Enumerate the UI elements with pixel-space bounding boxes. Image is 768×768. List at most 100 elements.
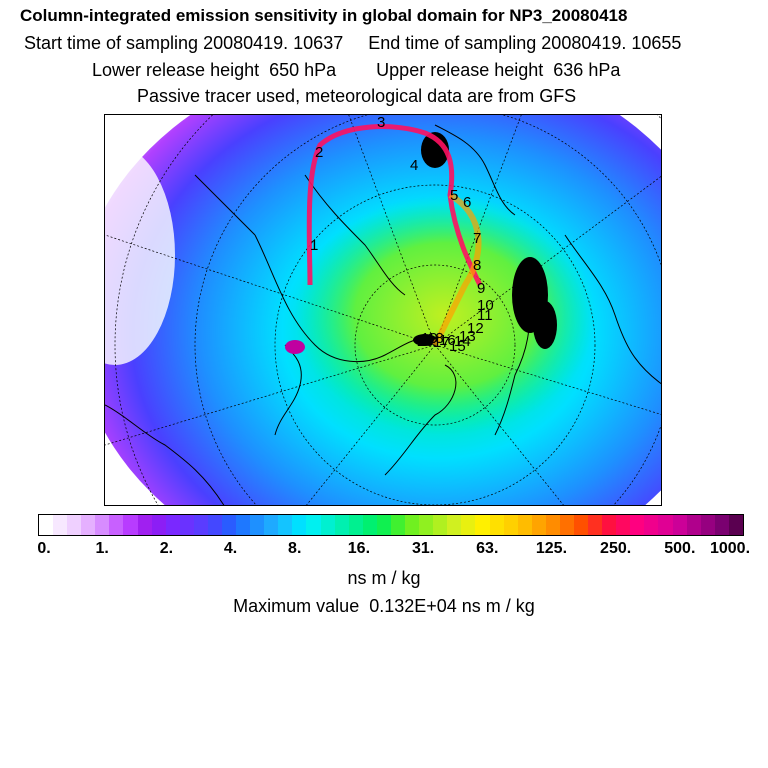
colorbar-segment [686, 515, 701, 535]
track-label: 16 [439, 332, 456, 349]
colorbar-segment [165, 515, 180, 535]
track-label: 15 [449, 338, 466, 355]
colorbar-segment [475, 515, 490, 535]
track-label: 20 [417, 333, 434, 350]
sensitivity-core [295, 195, 595, 435]
plume-arc [432, 192, 482, 347]
colorbar-segment [222, 515, 237, 535]
colorbar-tick-label: 16. [347, 540, 371, 557]
colorbar-segment [109, 515, 124, 535]
colorbar-segment [348, 515, 363, 535]
track-label: 2 [315, 144, 323, 161]
track-label: 4 [410, 157, 418, 174]
colorbar-segment [250, 515, 265, 535]
colorbar-tick-label: 2. [159, 540, 174, 557]
colorbar-segment [81, 515, 96, 535]
colorbar-segment [95, 515, 110, 535]
colorbar-tick-label: 1. [95, 540, 109, 557]
colorbar-segment [419, 515, 434, 535]
tracer-info-line: Passive tracer used, meteorological data… [137, 86, 577, 106]
track-label: 8 [473, 257, 481, 274]
colorbar-segment [672, 515, 687, 535]
colorbar-tick-label: 8. [288, 540, 302, 557]
colorbar-tick-label: 63. [476, 540, 499, 557]
dense-observation-clusters [413, 132, 557, 349]
flight-track [306, 124, 483, 287]
track-label: 5 [450, 187, 458, 204]
sampling-time-line: Start time of sampling 20080419. 10637 E… [24, 33, 682, 53]
track-label: 12 [467, 320, 484, 337]
colorbar-segment [728, 515, 743, 535]
track-label: 9 [477, 280, 485, 297]
colorbar-segment [137, 515, 152, 535]
colorbar-units: ns m / kg [347, 568, 421, 588]
colorbar-segment [123, 515, 138, 535]
colorbar-segment [644, 515, 659, 535]
colorbar-segment [376, 515, 391, 535]
release-height-line: Lower release height 650 hPa Upper relea… [92, 60, 621, 80]
colorbar-tick-label: 31. [411, 540, 435, 557]
track-label: 10 [477, 297, 494, 314]
colorbar-segment [531, 515, 546, 535]
track-label: 17 [433, 334, 450, 351]
colorbar-segment [334, 515, 349, 535]
colorbar-segment [320, 515, 335, 535]
colorbar-segment [390, 515, 406, 535]
source-hotspot [285, 340, 305, 354]
colorbar-tick-label: 0. [37, 540, 51, 557]
maximum-value-text: Maximum value 0.132E+04 ns m / kg [233, 596, 535, 616]
colorbar-segment [179, 515, 194, 535]
colorbar-tick-label: 125. [535, 540, 568, 557]
page-title: Column-integrated emission sensitivity i… [20, 6, 628, 25]
coastlines [105, 124, 661, 505]
colorbar-segment [39, 515, 54, 535]
graticule [105, 115, 661, 505]
colorbar-segment [193, 515, 208, 535]
colorbar-tick-label: 250. [600, 540, 632, 557]
track-label: 1 [310, 237, 318, 254]
colorbar-segment [517, 515, 532, 535]
colorbar-segment [630, 515, 645, 535]
colorbar-segment [545, 515, 560, 535]
colorbar-segment [559, 515, 574, 535]
sensitivity-map: 1 2 3 4 5 6 7 8 9 10 11 12 13 14 15 16 17 18 19 20 [104, 114, 662, 506]
colorbar-segment [447, 515, 462, 535]
track-label: 11 [477, 307, 493, 324]
colorbar-segment [362, 515, 377, 535]
colorbar-segment [461, 515, 476, 535]
colorbar-segment [658, 515, 673, 535]
colorbar-tick-label: 1000. [709, 540, 751, 557]
track-label: 6 [463, 194, 471, 211]
colorbar-segment [573, 515, 589, 535]
colorbar-segment [151, 515, 166, 535]
colorbar-segment [405, 515, 420, 535]
colorbar-segment [503, 515, 518, 535]
colorbar-segment [602, 515, 617, 535]
colorbar [38, 514, 744, 536]
colorbar-segment [616, 515, 631, 535]
track-label: 19 [421, 330, 438, 347]
track-label: 13 [459, 328, 476, 345]
colorbar-segment [264, 515, 279, 535]
colorbar-tick-label: 500. [664, 540, 696, 557]
colorbar-tick-label: 4. [223, 540, 238, 557]
low-sensitivity-left [105, 145, 175, 365]
colorbar-segment [306, 515, 321, 535]
colorbar-segment [433, 515, 448, 535]
track-label: 7 [473, 230, 481, 247]
colorbar-segment [207, 515, 223, 535]
track-label: 14 [454, 333, 471, 350]
track-label: 18 [427, 330, 444, 347]
track-label: 3 [377, 115, 385, 131]
colorbar-segment [53, 515, 68, 535]
colorbar-segment [236, 515, 251, 535]
colorbar-segment [292, 515, 307, 535]
colorbar-segment [489, 515, 504, 535]
colorbar-segment [67, 515, 82, 535]
colorbar-segment [700, 515, 715, 535]
colorbar-segment [714, 515, 729, 535]
colorbar-segment [588, 515, 603, 535]
colorbar-segment [278, 515, 293, 535]
